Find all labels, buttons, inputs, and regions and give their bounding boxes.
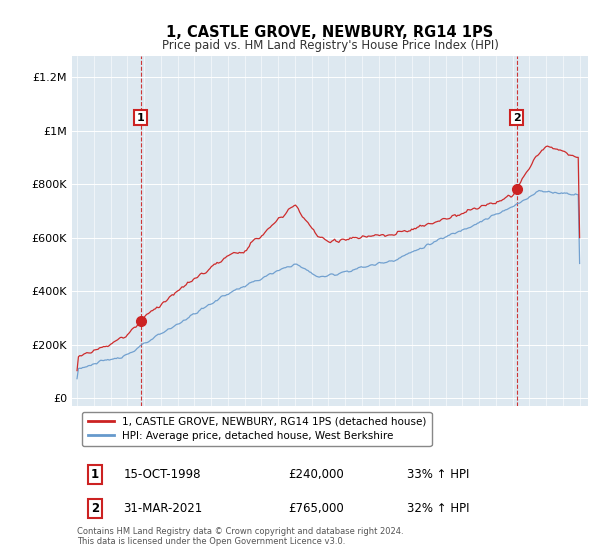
Text: 32% ↑ HPI: 32% ↑ HPI (407, 502, 470, 515)
Text: 15-OCT-1998: 15-OCT-1998 (124, 468, 201, 481)
Text: 1: 1 (91, 468, 99, 481)
Text: 2: 2 (513, 113, 521, 123)
Text: Contains HM Land Registry data © Crown copyright and database right 2024.
This d: Contains HM Land Registry data © Crown c… (77, 526, 404, 546)
Text: £240,000: £240,000 (289, 468, 344, 481)
Legend: 1, CASTLE GROVE, NEWBURY, RG14 1PS (detached house), HPI: Average price, detache: 1, CASTLE GROVE, NEWBURY, RG14 1PS (deta… (82, 412, 431, 446)
Text: 2: 2 (91, 502, 99, 515)
Text: 31-MAR-2021: 31-MAR-2021 (124, 502, 203, 515)
Text: Price paid vs. HM Land Registry's House Price Index (HPI): Price paid vs. HM Land Registry's House … (161, 39, 499, 52)
Text: £765,000: £765,000 (289, 502, 344, 515)
Text: 33% ↑ HPI: 33% ↑ HPI (407, 468, 470, 481)
Text: 1, CASTLE GROVE, NEWBURY, RG14 1PS: 1, CASTLE GROVE, NEWBURY, RG14 1PS (166, 25, 494, 40)
Text: 1: 1 (137, 113, 145, 123)
